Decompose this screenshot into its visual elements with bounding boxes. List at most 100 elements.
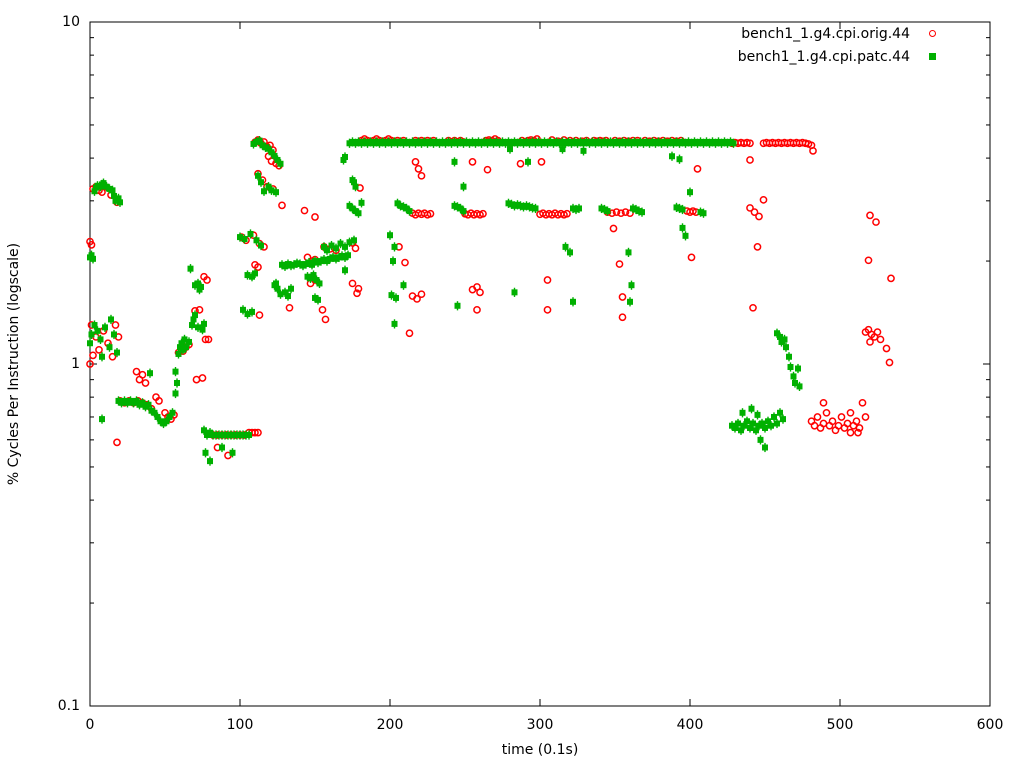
data-point-patc: [391, 243, 398, 250]
data-point-patc: [741, 422, 747, 429]
data-point-patc: [774, 420, 780, 427]
data-point-orig: [278, 201, 286, 210]
data-point-orig: [476, 288, 484, 297]
data-point-patc: [679, 224, 686, 231]
data-point-orig: [354, 284, 363, 293]
data-point-patc: [337, 240, 344, 247]
legend: bench1_1.g4.cpi.orig.44 bench1_1.g4.cpi.…: [738, 22, 954, 68]
data-point-orig: [192, 375, 201, 384]
data-point-patc: [387, 232, 393, 239]
data-point-patc: [258, 242, 264, 249]
data-point-patc: [169, 409, 176, 416]
data-point-patc: [244, 311, 251, 318]
data-point-patc: [532, 205, 539, 212]
data-point-patc: [198, 283, 204, 290]
data-point-patc: [310, 272, 317, 279]
data-point-orig: [483, 165, 492, 174]
data-point-patc: [352, 183, 359, 190]
data-point-orig: [563, 209, 571, 218]
data-point-patc: [324, 247, 330, 254]
data-point-patc: [738, 427, 744, 434]
data-point-patc: [780, 416, 786, 423]
data-point-patc: [351, 237, 357, 244]
data-point-patc: [390, 258, 396, 265]
data-point-patc: [246, 432, 252, 439]
data-point-patc: [90, 255, 96, 262]
data-point-orig: [873, 328, 882, 336]
data-point-patc: [786, 353, 792, 360]
data-point-orig: [609, 224, 618, 233]
data-point-orig: [405, 329, 414, 338]
data-point-orig: [203, 276, 211, 284]
data-point-patc: [249, 308, 255, 315]
data-point-orig: [351, 244, 360, 253]
data-point-orig: [819, 398, 828, 407]
data-point-patc: [117, 199, 123, 206]
data-point-patc: [195, 324, 201, 331]
data-point-orig: [255, 311, 264, 319]
data-point-orig: [618, 313, 627, 322]
data-point-patc: [139, 399, 146, 406]
data-point-patc: [237, 234, 243, 241]
data-point-patc: [258, 179, 264, 186]
data-point-patc: [88, 252, 95, 259]
data-point-patc: [91, 188, 98, 195]
data-point-patc: [190, 316, 197, 323]
data-point-orig: [468, 158, 477, 166]
data-point-patc: [277, 160, 284, 167]
data-point-patc: [762, 444, 768, 451]
data-point-patc: [355, 210, 362, 217]
data-point-patc: [777, 409, 783, 416]
data-point-patc: [747, 424, 753, 431]
data-point-orig: [155, 397, 163, 405]
data-point-patc: [108, 316, 114, 323]
data-point-patc: [757, 436, 764, 443]
data-point-orig: [617, 209, 625, 218]
data-point-orig: [753, 243, 762, 251]
data-point-patc: [187, 265, 194, 272]
data-point-patc: [133, 397, 140, 404]
data-point-patc: [282, 289, 288, 296]
data-point-patc: [175, 350, 182, 357]
data-point-orig: [311, 213, 319, 221]
data-point-patc: [580, 147, 587, 154]
data-point-patc: [106, 344, 113, 351]
data-point-orig: [687, 253, 696, 262]
data-point-patc: [99, 353, 105, 360]
data-point-patc: [771, 413, 777, 420]
data-point-patc: [247, 230, 254, 237]
data-point-orig: [872, 218, 880, 226]
data-point-patc: [274, 156, 281, 163]
data-point-patc: [328, 242, 335, 249]
data-point-patc: [240, 306, 246, 313]
data-point-patc: [253, 237, 260, 244]
data-point-patc: [94, 327, 101, 334]
data-point-orig: [89, 351, 97, 360]
data-point-patc: [114, 349, 120, 356]
data-point-patc: [388, 292, 395, 299]
data-point-orig: [543, 276, 552, 284]
data-point-orig: [348, 279, 357, 288]
x-tick-label: 100: [226, 717, 254, 733]
data-point-patc: [732, 424, 738, 431]
data-point-patc: [219, 444, 225, 451]
data-point-patc: [145, 401, 152, 408]
data-point-patc: [342, 267, 348, 274]
data-point-orig: [321, 315, 330, 324]
filled-square-marker-icon: [928, 53, 936, 60]
data-point-patc: [271, 152, 278, 159]
data-point-patc: [511, 289, 518, 296]
data-point-patc: [460, 183, 467, 190]
data-point-orig: [285, 303, 294, 312]
data-point-patc: [274, 285, 281, 292]
data-point-patc: [570, 298, 576, 305]
data-point-patc: [244, 272, 251, 279]
data-point-orig: [254, 428, 262, 437]
data-point-orig: [882, 344, 891, 353]
data-point-orig: [618, 293, 627, 301]
data-point-orig: [746, 139, 754, 148]
data-point-orig: [113, 438, 121, 447]
data-point-orig: [864, 256, 873, 265]
data-point-patc: [111, 192, 117, 199]
data-point-patc: [682, 232, 689, 239]
